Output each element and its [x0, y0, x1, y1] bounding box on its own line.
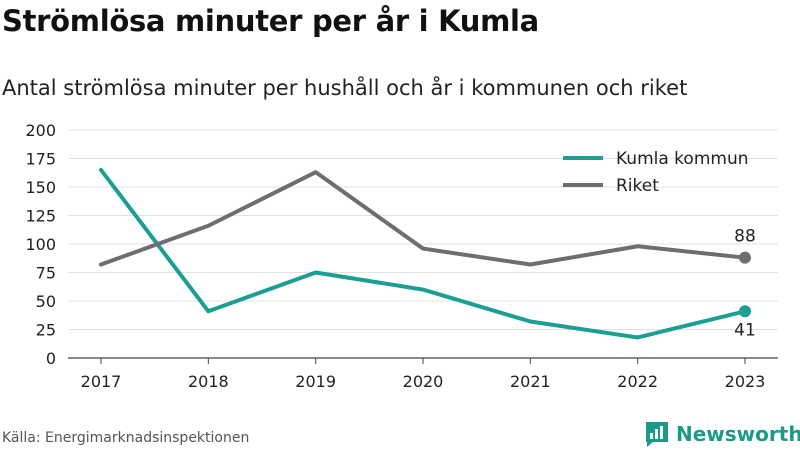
y-tick-label: 150	[25, 178, 56, 197]
x-tick-label: 2019	[295, 372, 336, 391]
y-tick-label: 50	[36, 292, 56, 311]
chart-subtitle: Antal strömlösa minuter per hushåll och …	[2, 76, 688, 100]
y-tick-label: 100	[25, 235, 56, 254]
x-tick-label: 2018	[188, 372, 229, 391]
x-tick-label: 2017	[81, 372, 122, 391]
end-value-label: 88	[734, 227, 756, 247]
y-tick-label: 125	[25, 207, 56, 226]
end-point	[739, 251, 751, 264]
legend-label: Kumla kommun	[616, 149, 749, 169]
newsworthy-logo-icon	[646, 422, 668, 447]
x-tick-label: 2020	[403, 372, 444, 391]
chart-title: Strömlösa minuter per år i Kumla	[2, 4, 539, 38]
y-tick-label: 200	[25, 121, 56, 140]
series-line	[99, 170, 747, 267]
source-note: Källa: Energimarknadsinspektionen	[2, 430, 250, 446]
y-tick-label: 25	[36, 321, 56, 340]
y-tick-label: 75	[36, 264, 56, 283]
brand-logo: Newsworthy	[644, 420, 800, 448]
y-tick-label: 0	[46, 349, 56, 368]
end-point	[739, 305, 751, 318]
end-value-label: 41	[734, 320, 756, 340]
legend: Kumla kommun Riket	[563, 149, 749, 196]
grid-layer	[68, 129, 778, 359]
x-tick-label: 2021	[510, 372, 551, 391]
y-tick-label: 175	[25, 150, 56, 169]
series-layer: 41 88	[99, 167, 756, 340]
brand-name: Newsworthy	[676, 422, 800, 446]
series-line	[99, 167, 747, 340]
legend-label: Riket	[616, 176, 659, 196]
x-tick-label: 2023	[725, 372, 766, 391]
x-tick-label: 2022	[617, 372, 658, 391]
axis-layer: 0 25 50 75 100 125 150 175 200 2017 2018 2019 2020 20…	[25, 121, 765, 391]
line-chart: 0 25 50 75 100 125 150 175 200 2017 2018 2019 2020 20…	[25, 121, 778, 391]
